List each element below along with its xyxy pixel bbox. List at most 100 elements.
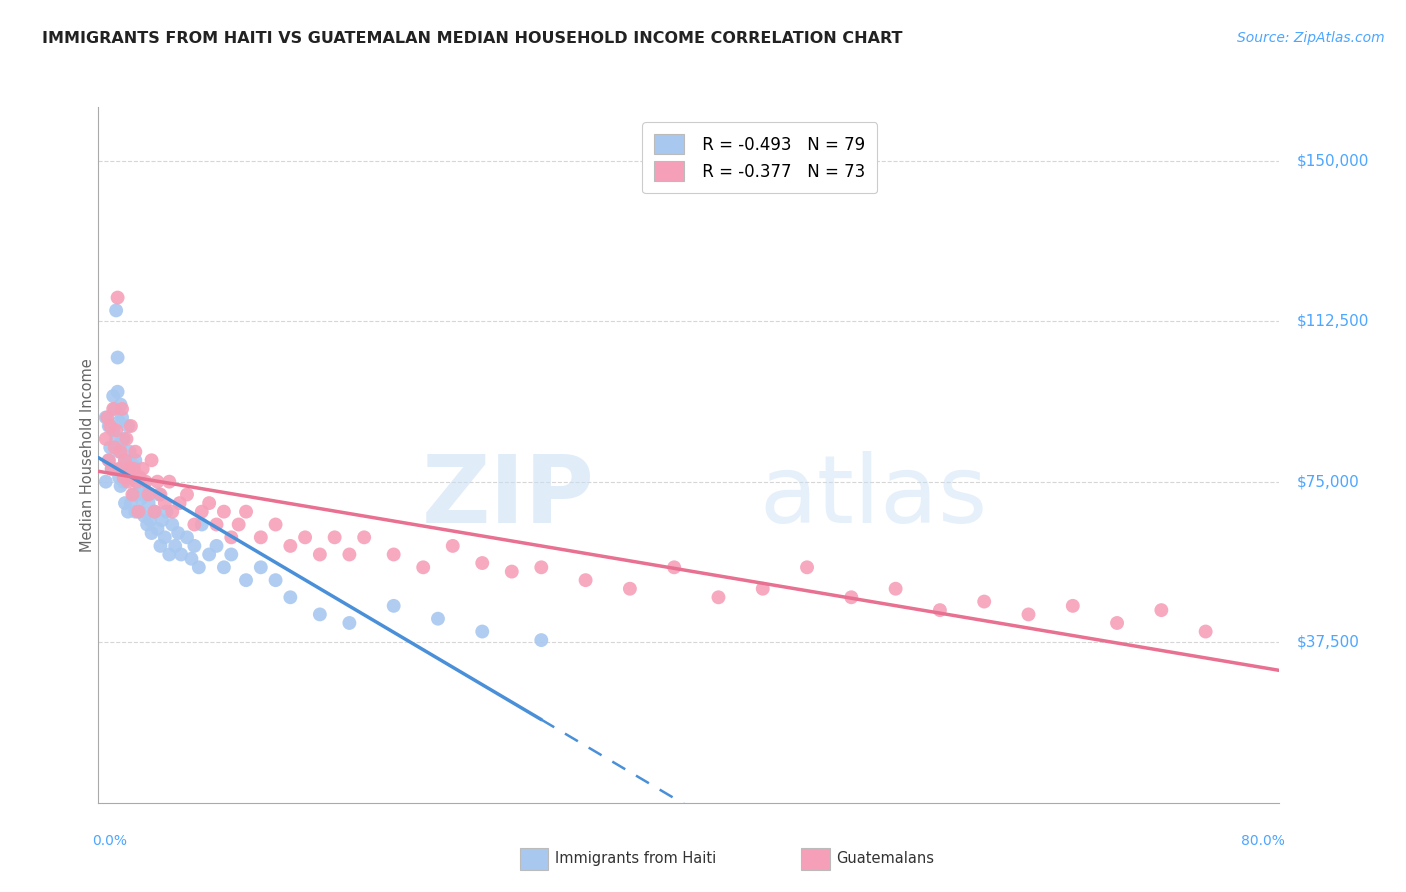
Point (294, 530, 316, 544)
Point (250, 560, 273, 574)
Point (105, 432, 128, 446)
Point (118, 444, 141, 458)
Point (337, 615, 360, 630)
Point (751, 582, 773, 596)
Point (198, 548, 221, 562)
Point (103, 389, 125, 403)
Point (183, 517, 205, 532)
Point (128, 470, 150, 484)
Point (471, 624, 494, 639)
Point (162, 505, 183, 519)
Point (205, 517, 228, 532)
Point (165, 539, 187, 553)
Point (115, 466, 138, 480)
Text: $150,000: $150,000 (1298, 153, 1369, 168)
Point (104, 441, 127, 455)
Point (127, 505, 149, 519)
Point (138, 496, 160, 510)
Point (132, 462, 155, 476)
Point (309, 548, 332, 562)
Point (112, 470, 135, 484)
Point (103, 401, 125, 416)
Point (120, 496, 142, 510)
Point (107, 384, 129, 399)
Point (108, 470, 131, 484)
Point (619, 582, 641, 596)
Point (110, 479, 132, 493)
Point (143, 505, 166, 519)
Point (97, 453, 120, 467)
Point (278, 539, 302, 553)
Point (134, 508, 156, 523)
Point (441, 539, 464, 553)
Point (198, 496, 221, 510)
Point (796, 560, 818, 574)
Point (97, 419, 120, 434)
Point (176, 487, 198, 501)
Point (228, 517, 250, 532)
Point (183, 539, 205, 553)
Point (1150, 603, 1173, 617)
Point (125, 475, 148, 489)
Point (574, 573, 596, 587)
Point (105, 423, 128, 437)
Point (212, 560, 235, 574)
Point (162, 517, 183, 532)
Point (153, 496, 176, 510)
Point (235, 505, 257, 519)
Point (110, 436, 132, 450)
Point (141, 526, 163, 541)
Point (149, 539, 172, 553)
Point (108, 415, 131, 429)
Point (235, 573, 257, 587)
Point (278, 591, 302, 605)
Point (118, 462, 141, 476)
Point (110, 398, 132, 412)
Text: Immigrants from Haiti: Immigrants from Haiti (555, 852, 717, 866)
Point (120, 470, 142, 484)
Point (530, 633, 553, 648)
Point (100, 462, 122, 476)
Point (146, 522, 169, 536)
Point (191, 517, 214, 532)
Point (107, 351, 129, 365)
Point (170, 548, 193, 562)
Point (382, 599, 405, 613)
Point (928, 603, 950, 617)
Point (111, 410, 134, 425)
Point (121, 487, 143, 501)
Point (127, 487, 149, 501)
Point (176, 530, 198, 544)
Text: Guatemalans: Guatemalans (837, 852, 935, 866)
Point (94, 475, 117, 489)
Text: 0.0%: 0.0% (93, 834, 128, 848)
Point (191, 505, 214, 519)
Point (973, 594, 995, 608)
Point (139, 513, 162, 527)
Point (104, 401, 127, 416)
Point (427, 612, 450, 626)
Point (155, 505, 177, 519)
Point (143, 505, 166, 519)
Point (124, 505, 146, 519)
Point (353, 530, 375, 544)
Point (110, 444, 132, 458)
Point (839, 591, 862, 605)
Point (125, 475, 148, 489)
Point (97, 453, 120, 467)
Point (135, 487, 157, 501)
Point (108, 444, 131, 458)
Point (121, 458, 143, 472)
Text: 80.0%: 80.0% (1241, 834, 1285, 848)
Point (103, 423, 125, 437)
Point (501, 565, 523, 579)
Point (129, 491, 152, 506)
Point (122, 462, 145, 476)
Text: $37,500: $37,500 (1298, 635, 1360, 649)
Text: $112,500: $112,500 (1298, 314, 1369, 328)
Point (153, 530, 176, 544)
Point (122, 487, 145, 501)
Point (149, 487, 172, 501)
Point (264, 573, 287, 587)
Point (111, 401, 134, 416)
